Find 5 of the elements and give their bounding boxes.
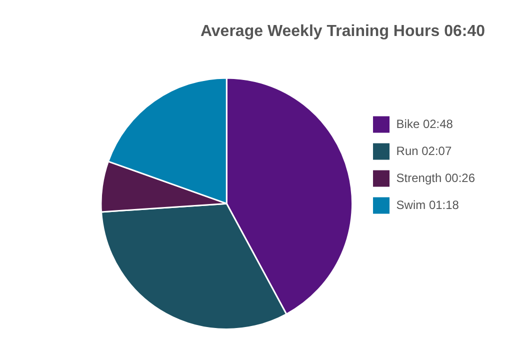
- legend-label: Strength 00:26: [396, 170, 476, 185]
- legend-label: Swim 01:18: [396, 198, 460, 212]
- chart-title: Average Weekly Training Hours 06:40: [200, 23, 486, 40]
- legend-label: Bike 02:48: [396, 116, 454, 131]
- legend-label: Run 02:07: [396, 144, 452, 158]
